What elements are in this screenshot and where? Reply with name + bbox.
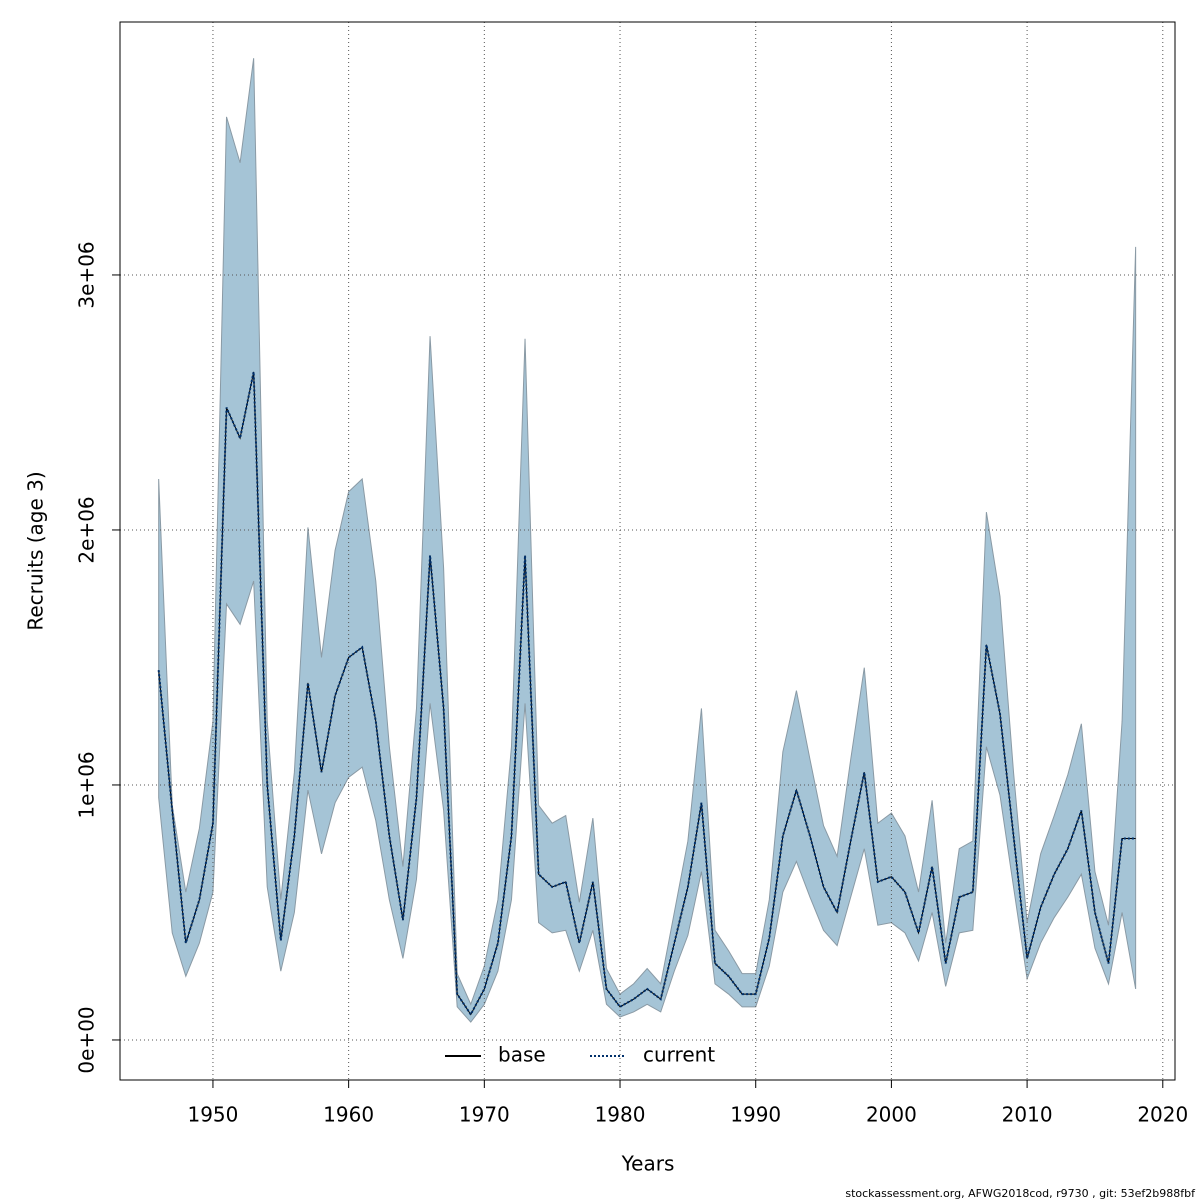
y-tick-label: 1e+06 <box>75 751 99 818</box>
footer: stockassessment.org, AFWG2018cod, r9730 … <box>845 1187 1196 1200</box>
y-tick-label: 0e+00 <box>75 1006 99 1073</box>
plot-frame <box>119 21 1176 1081</box>
y-tick-label: 2e+06 <box>75 496 99 563</box>
x-tick-label: 1970 <box>459 1103 510 1127</box>
x-tick-label: 2020 <box>1137 1103 1188 1127</box>
x-tick-label: 2010 <box>1002 1103 1053 1127</box>
y-tick-label: 3e+06 <box>75 241 99 308</box>
x-axis-label: Years <box>621 1152 675 1176</box>
x-tick-label: 1990 <box>730 1103 781 1127</box>
confidence-band <box>158 58 1137 1023</box>
x-tick-label: 1960 <box>323 1103 374 1127</box>
legend-label: current <box>643 1043 715 1067</box>
x-tick-label: 1980 <box>595 1103 646 1127</box>
legend-label: base <box>498 1043 546 1067</box>
y-axis-label: Recruits (age 3) <box>24 471 48 630</box>
series-line <box>157 371 1136 1017</box>
x-tick-label: 2000 <box>866 1103 917 1127</box>
x-tick-label: 1950 <box>187 1103 238 1127</box>
